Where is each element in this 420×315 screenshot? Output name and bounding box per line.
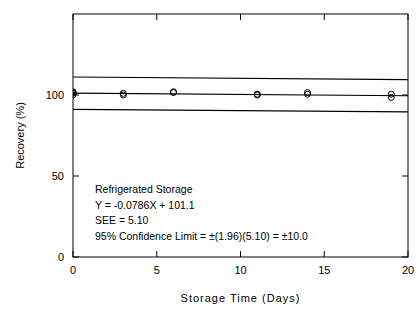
x-tick <box>156 251 157 257</box>
y-tick-label: 50 <box>52 170 64 182</box>
x-tick-label: 5 <box>154 264 160 276</box>
plot-marks <box>73 77 408 112</box>
x-tick-label: 15 <box>318 264 330 276</box>
y-tick <box>73 257 79 258</box>
x-tick-label: 10 <box>234 264 246 276</box>
x-tick-top <box>156 14 157 20</box>
annotation: Refrigerated Storage <box>95 183 193 195</box>
x-tick-top <box>240 14 241 20</box>
x-tick-top <box>324 14 325 20</box>
line <box>73 109 408 112</box>
line <box>73 93 408 96</box>
x-tick <box>324 251 325 257</box>
y-axis-label: Recovery (%) <box>14 102 26 169</box>
x-axis-label: Storage Time (Days) <box>181 292 301 304</box>
line <box>73 77 408 80</box>
annotation: SEE = 5.10 <box>95 214 149 226</box>
y-tick-label: 100 <box>46 89 64 101</box>
x-tick <box>240 251 241 257</box>
x-tick-top <box>73 14 74 20</box>
x-tick <box>408 251 409 257</box>
y-tick-label: 0 <box>58 251 64 263</box>
annotation: Y = -0.0786X + 101.1 <box>95 199 195 211</box>
x-tick <box>73 251 74 257</box>
x-tick-top <box>408 14 409 20</box>
point <box>73 89 76 95</box>
point <box>171 90 177 96</box>
y-tick-right <box>402 257 408 258</box>
x-tick-label: 20 <box>402 264 414 276</box>
y-tick-right <box>402 176 408 177</box>
chart: 0 50 100 0 5 10 15 20 Storage Time (Days) Recover… <box>0 0 420 315</box>
x-tick-label: 0 <box>70 264 76 276</box>
y-tick <box>73 176 79 177</box>
point <box>73 90 76 96</box>
point <box>388 91 394 97</box>
annotation: 95% Confidence Limit = ±(1.96)(5.10) = ±… <box>95 230 308 242</box>
plot-frame <box>73 14 408 257</box>
